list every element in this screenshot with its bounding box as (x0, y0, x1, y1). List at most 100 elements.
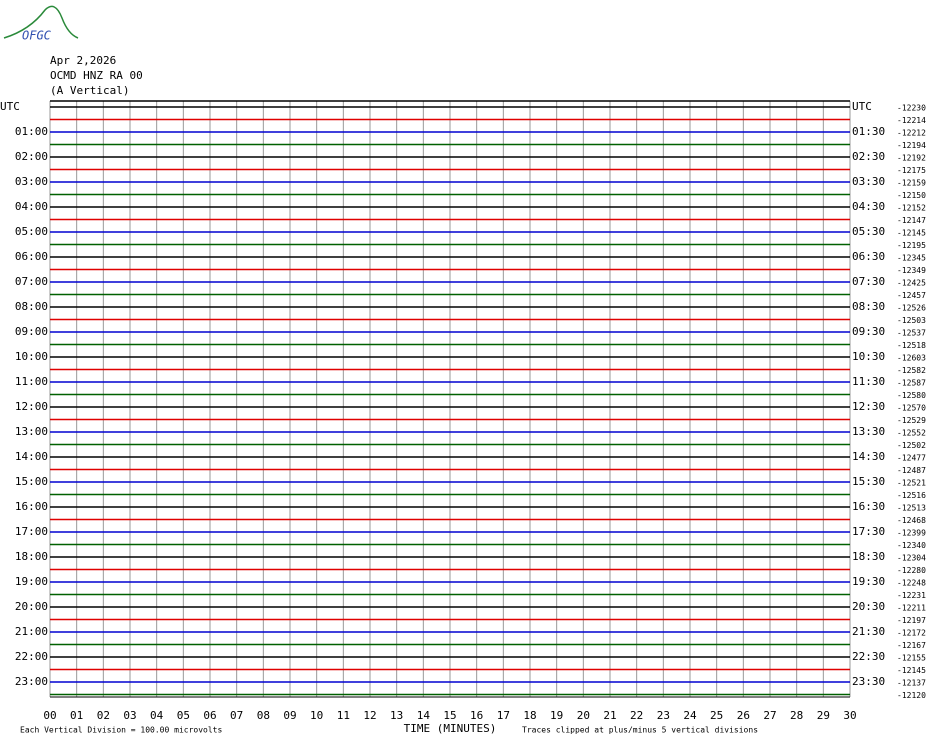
x-tick-label: 27 (763, 709, 776, 722)
x-tick-label: 11 (337, 709, 350, 722)
x-tick-label: 24 (683, 709, 697, 722)
component: (A Vertical) (50, 84, 129, 97)
offset-label: -12552 (897, 429, 926, 438)
right-time-label: 11:30 (852, 375, 885, 388)
right-time-label: 21:30 (852, 625, 885, 638)
right-time-label: 18:30 (852, 550, 885, 563)
x-tick-label: 12 (363, 709, 376, 722)
offset-label: -12521 (897, 479, 926, 488)
x-tick-label: 04 (150, 709, 164, 722)
x-tick-label: 21 (603, 709, 616, 722)
offset-label: -12137 (897, 679, 926, 688)
offset-label: -12280 (897, 566, 926, 575)
offset-label: -12340 (897, 541, 926, 550)
offset-label: -12425 (897, 279, 926, 288)
offset-label: -12172 (897, 629, 926, 638)
left-time-label: 16:00 (15, 500, 48, 513)
right-time-label: 08:30 (852, 300, 885, 313)
offset-label: -12192 (897, 154, 926, 163)
offset-label: -12145 (897, 666, 926, 675)
scale-note: Each Vertical Division = 100.00 microvol… (20, 726, 222, 735)
offset-label: -12152 (897, 204, 926, 213)
offset-label: -12399 (897, 529, 926, 538)
offset-label: -12345 (897, 254, 926, 263)
left-time-label: 04:00 (15, 200, 48, 213)
x-tick-label: 18 (523, 709, 536, 722)
clip-note: Traces clipped at plus/minus 5 vertical … (522, 726, 758, 735)
offset-label: -12159 (897, 179, 926, 188)
x-tick-label: 00 (43, 709, 56, 722)
x-tick-label: 30 (843, 709, 856, 722)
offset-label: -12529 (897, 416, 926, 425)
right-time-label: 23:30 (852, 675, 885, 688)
x-tick-label: 17 (497, 709, 510, 722)
offset-label: -12587 (897, 379, 926, 388)
left-time-label: 12:00 (15, 400, 48, 413)
left-time-label: 15:00 (15, 475, 48, 488)
offset-label: -12516 (897, 491, 926, 500)
right-time-label: 01:30 (852, 125, 885, 138)
right-time-label: 20:30 (852, 600, 885, 613)
x-tick-label: 19 (550, 709, 563, 722)
offset-label: -12526 (897, 304, 926, 313)
right-time-label: 07:30 (852, 275, 885, 288)
offset-label: -12468 (897, 516, 926, 525)
right-time-label: 19:30 (852, 575, 885, 588)
offset-label: -12197 (897, 616, 926, 625)
left-time-label: 06:00 (15, 250, 48, 263)
offset-label: -12349 (897, 266, 926, 275)
x-tick-label: 28 (790, 709, 803, 722)
left-time-label: 18:00 (15, 550, 48, 563)
left-time-label: 08:00 (15, 300, 48, 313)
x-tick-label: 03 (123, 709, 136, 722)
left-time-label: 21:00 (15, 625, 48, 638)
left-time-label: 07:00 (15, 275, 48, 288)
offset-label: -12580 (897, 391, 926, 400)
x-tick-label: 20 (577, 709, 590, 722)
left-time-label: 17:00 (15, 525, 48, 538)
x-tick-label: 29 (817, 709, 830, 722)
x-tick-label: 22 (630, 709, 643, 722)
offset-label: -12145 (897, 229, 926, 238)
offset-label: -12120 (897, 691, 926, 700)
offset-label: -12502 (897, 441, 926, 450)
x-tick-label: 09 (283, 709, 296, 722)
x-tick-label: 07 (230, 709, 243, 722)
offset-label: -12194 (897, 141, 926, 150)
x-tick-label: 14 (417, 709, 431, 722)
offset-label: -12570 (897, 404, 926, 413)
offset-label: -12457 (897, 291, 926, 300)
left-time-label: 22:00 (15, 650, 48, 663)
offset-label: -12155 (897, 654, 926, 663)
right-time-label: 03:30 (852, 175, 885, 188)
left-time-label: 11:00 (15, 375, 48, 388)
offset-label: -12513 (897, 504, 926, 513)
right-time-label: UTC (852, 100, 872, 113)
left-time-label: UTC (0, 100, 20, 113)
offset-label: -12195 (897, 241, 926, 250)
x-tick-label: 08 (257, 709, 270, 722)
offset-label: -12537 (897, 329, 926, 338)
right-time-label: 13:30 (852, 425, 885, 438)
x-tick-label: 23 (657, 709, 670, 722)
left-time-label: 19:00 (15, 575, 48, 588)
right-time-label: 17:30 (852, 525, 885, 538)
right-time-label: 02:30 (852, 150, 885, 163)
right-time-label: 09:30 (852, 325, 885, 338)
offset-label: -12487 (897, 466, 926, 475)
right-time-label: 04:30 (852, 200, 885, 213)
left-time-label: 13:00 (15, 425, 48, 438)
offset-label: -12304 (897, 554, 926, 563)
offset-label: -12175 (897, 166, 926, 175)
x-tick-label: 05 (177, 709, 190, 722)
left-time-label: 10:00 (15, 350, 48, 363)
offset-label: -12150 (897, 191, 926, 200)
right-time-label: 05:30 (852, 225, 885, 238)
offset-label: -12503 (897, 316, 926, 325)
x-tick-label: 02 (97, 709, 110, 722)
offset-label: -12582 (897, 366, 926, 375)
offset-label: -12167 (897, 641, 926, 650)
x-tick-label: 25 (710, 709, 723, 722)
left-time-label: 09:00 (15, 325, 48, 338)
